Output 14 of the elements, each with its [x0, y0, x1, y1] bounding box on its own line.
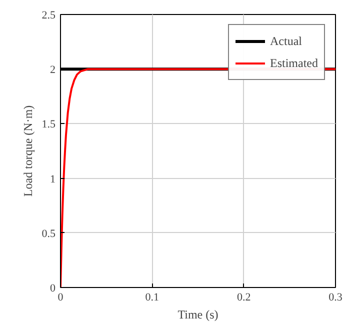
- y-axis-title: Load torque (N·m): [20, 105, 35, 197]
- y-tick-label: 1.5: [42, 118, 56, 131]
- x-tick-label: 0.3: [328, 292, 343, 304]
- y-tick-label: 2.5: [42, 10, 56, 22]
- y-tick-label: 0.5: [42, 228, 56, 240]
- x-axis-title: Time (s): [178, 308, 218, 322]
- y-tick-label: 1: [50, 173, 56, 186]
- legend-label: Actual: [270, 34, 302, 48]
- x-tick-label: 0.1: [145, 292, 160, 304]
- legend-label: Estimated: [270, 56, 318, 70]
- y-tick-label: 0: [50, 282, 56, 294]
- x-tick-label: 0: [58, 292, 64, 304]
- x-tick-label: 0.2: [236, 292, 251, 304]
- y-tick-label: 2: [50, 64, 56, 76]
